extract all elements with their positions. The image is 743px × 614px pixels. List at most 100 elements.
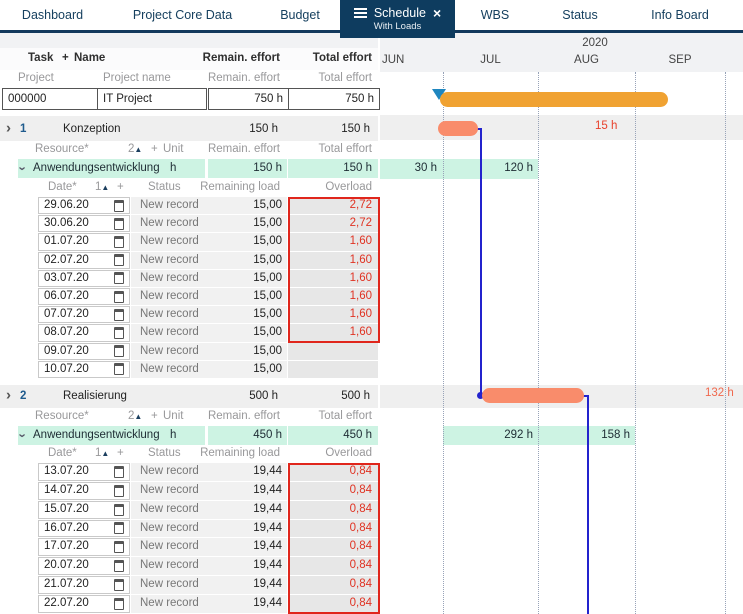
resource-col-label[interactable]: Resource*: [35, 409, 89, 422]
calendar-icon[interactable]: [114, 235, 124, 248]
calendar-icon[interactable]: [114, 560, 124, 573]
date-col-label[interactable]: Date*: [48, 181, 77, 193]
add-date-icon[interactable]: +: [117, 446, 124, 459]
date-cell[interactable]: 02.07.20: [38, 251, 130, 269]
col-task-label[interactable]: Task: [28, 52, 54, 64]
project-remain-field[interactable]: 750 h: [208, 88, 289, 110]
project-total-field[interactable]: 750 h: [288, 88, 380, 110]
project-name-col-label: Project name: [103, 72, 171, 84]
collapse-resource-icon[interactable]: ›: [15, 166, 31, 171]
date-cell[interactable]: 06.07.20: [38, 287, 130, 306]
task-row-2[interactable]: › 2 Realisierung 500 h 500 h: [0, 384, 378, 408]
date-cell[interactable]: 09.07.20: [38, 342, 130, 360]
expand-task-icon[interactable]: ›: [6, 386, 11, 404]
resource-col-label[interactable]: Resource*: [35, 143, 89, 155]
resource-row[interactable]: › Anwendungsentwicklung h 150 h 150 h: [0, 159, 378, 179]
date-cell[interactable]: 30.06.20: [38, 215, 130, 233]
tab-status[interactable]: Status: [535, 0, 625, 30]
status-cell[interactable]: New record: [131, 519, 214, 538]
resource-name: Anwendungsentwicklung: [33, 428, 160, 441]
tab-wbs[interactable]: WBS: [455, 0, 535, 30]
sort-order-badge[interactable]: 2 ▲: [128, 143, 143, 155]
expand-task-icon[interactable]: ›: [6, 118, 11, 136]
date-cell[interactable]: 21.07.20: [38, 576, 130, 595]
date-cell[interactable]: 03.07.20: [38, 269, 130, 287]
tab-info-board[interactable]: Info Board: [625, 0, 735, 30]
col-name-label[interactable]: Name: [74, 52, 106, 64]
status-cell[interactable]: New record: [131, 324, 214, 342]
calendar-icon[interactable]: [114, 217, 124, 230]
date-cell[interactable]: 08.07.20: [38, 324, 130, 342]
status-cell[interactable]: New record: [131, 306, 214, 324]
project-name-field[interactable]: IT Project: [97, 88, 207, 110]
date-cell[interactable]: 10.07.20: [38, 360, 130, 378]
project-summary-bar[interactable]: [440, 92, 668, 107]
status-cell[interactable]: New record: [131, 557, 214, 576]
date-cell[interactable]: 17.07.20: [38, 538, 130, 557]
status-cell[interactable]: New record: [131, 287, 214, 306]
col-remain-label[interactable]: Remain. effort: [202, 52, 280, 64]
calendar-icon[interactable]: [114, 598, 124, 611]
calendar-icon[interactable]: [114, 465, 124, 478]
calendar-icon[interactable]: [114, 484, 124, 497]
calendar-icon[interactable]: [114, 272, 124, 285]
task1-bar[interactable]: [438, 121, 478, 136]
calendar-icon[interactable]: [114, 326, 124, 339]
sort-order-badge[interactable]: 2 ▲: [128, 409, 143, 422]
date-cell[interactable]: 20.07.20: [38, 557, 130, 576]
add-resource-icon[interactable]: +: [151, 409, 158, 422]
status-cell[interactable]: New record: [131, 197, 214, 215]
menu-burger-icon[interactable]: [353, 6, 367, 20]
status-cell[interactable]: New record: [131, 269, 214, 287]
overload-cell: 1,60: [288, 306, 378, 324]
month-label-aug: AUG: [574, 54, 599, 66]
calendar-icon[interactable]: [114, 290, 124, 303]
calendar-icon[interactable]: [114, 363, 124, 376]
calendar-icon[interactable]: [114, 308, 124, 321]
tab-schedule[interactable]: Schedule × With Loads: [340, 0, 455, 38]
calendar-icon[interactable]: [114, 541, 124, 554]
calendar-icon[interactable]: [114, 345, 124, 358]
status-cell[interactable]: New record: [131, 342, 214, 360]
add-resource-icon[interactable]: +: [151, 143, 158, 155]
tab-budget[interactable]: Budget: [260, 0, 340, 30]
date-cell[interactable]: 14.07.20: [38, 481, 130, 500]
status-cell[interactable]: New record: [131, 538, 214, 557]
calendar-icon[interactable]: [114, 199, 124, 212]
date-cell[interactable]: 22.07.20: [38, 595, 130, 613]
col-total-label[interactable]: Total effort: [312, 52, 372, 64]
add-column-icon[interactable]: +: [62, 52, 69, 64]
tab-dashboard[interactable]: Dashboard: [0, 0, 105, 30]
date-cell[interactable]: 16.07.20: [38, 519, 130, 538]
status-cell[interactable]: New record: [131, 251, 214, 269]
date-cell[interactable]: 29.06.20: [38, 197, 130, 215]
sort-order-badge[interactable]: 1 ▲: [95, 181, 110, 193]
task-row-1[interactable]: › 1 Konzeption 150 h 150 h: [0, 116, 378, 141]
sort-order-badge[interactable]: 1 ▲: [95, 446, 110, 459]
resource-row[interactable]: › Anwendungsentwicklung h 450 h 450 h: [0, 425, 378, 445]
status-cell[interactable]: New record: [131, 481, 214, 500]
calendar-icon[interactable]: [114, 503, 124, 516]
status-cell[interactable]: New record: [131, 215, 214, 233]
calendar-icon[interactable]: [114, 579, 124, 592]
task2-bar[interactable]: [482, 388, 584, 403]
close-tab-icon[interactable]: ×: [432, 5, 442, 21]
status-cell[interactable]: New record: [131, 576, 214, 595]
status-cell[interactable]: New record: [131, 462, 214, 481]
date-cell[interactable]: 13.07.20: [38, 462, 130, 481]
project-id-field[interactable]: 000000: [2, 88, 98, 110]
calendar-icon[interactable]: [114, 254, 124, 267]
date-cell[interactable]: 01.07.20: [38, 233, 130, 251]
date-cell[interactable]: 15.07.20: [38, 500, 130, 519]
calendar-icon[interactable]: [114, 522, 124, 535]
status-cell[interactable]: New record: [131, 595, 214, 613]
collapse-resource-icon[interactable]: ›: [15, 433, 31, 438]
tab-project-core-data[interactable]: Project Core Data: [105, 0, 260, 30]
status-cell[interactable]: New record: [131, 500, 214, 519]
add-date-icon[interactable]: +: [117, 181, 124, 193]
status-cell[interactable]: New record: [131, 233, 214, 251]
status-cell[interactable]: New record: [131, 360, 214, 378]
table-row: 01.07.20 New record 15,00 1,60: [0, 233, 378, 251]
date-col-label[interactable]: Date*: [48, 446, 77, 459]
date-cell[interactable]: 07.07.20: [38, 306, 130, 324]
